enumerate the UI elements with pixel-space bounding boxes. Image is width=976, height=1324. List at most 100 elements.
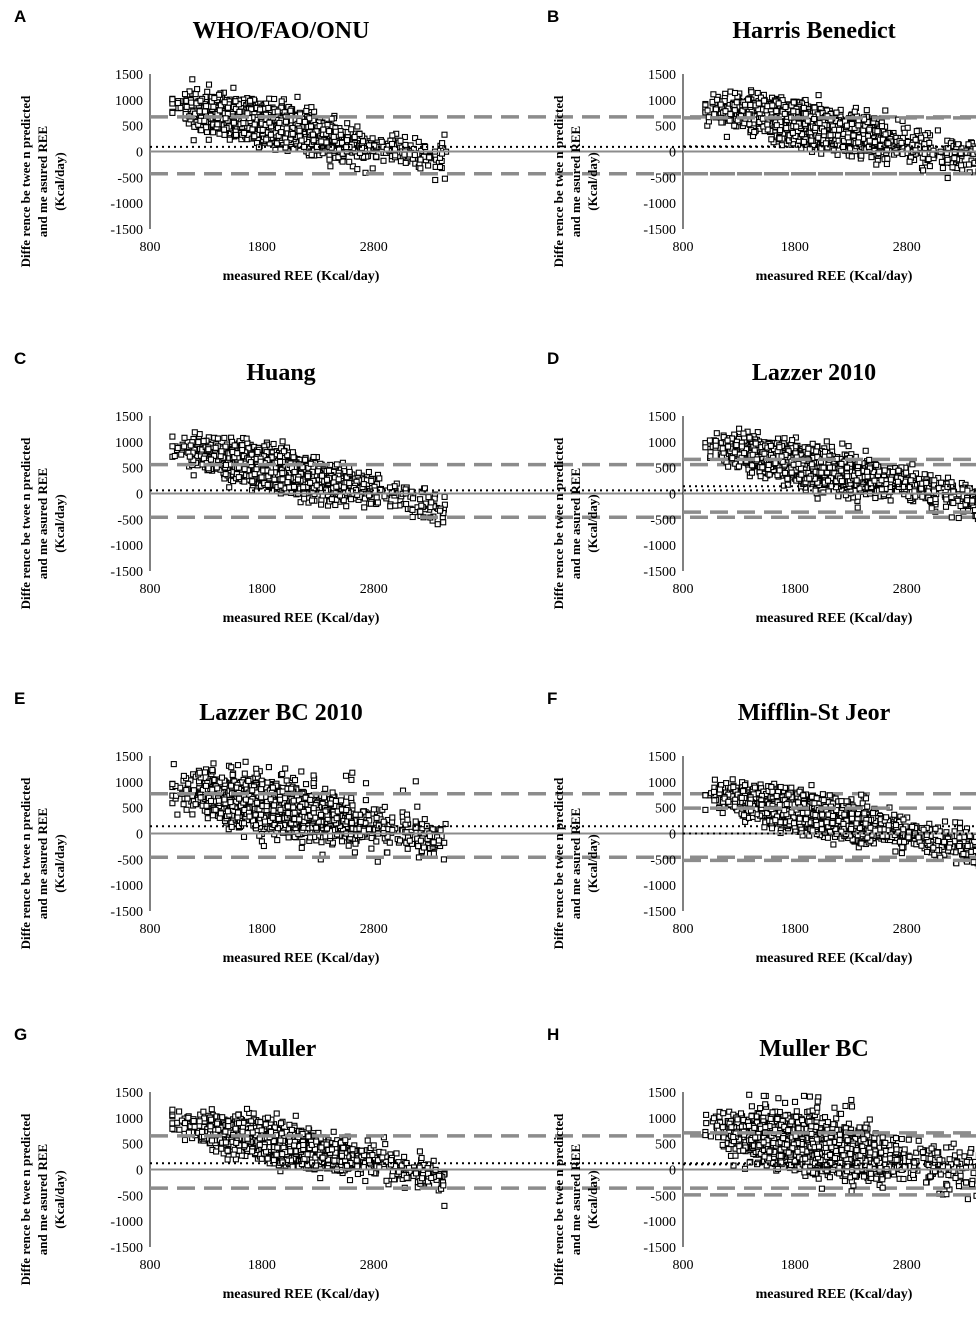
data-point	[389, 132, 396, 139]
data-point	[800, 138, 807, 145]
data-point	[303, 107, 310, 115]
data-point	[901, 129, 908, 136]
data-point	[836, 120, 844, 127]
x-tick-label: 2800	[893, 240, 921, 255]
data-point	[866, 126, 873, 133]
x-axis-label: measured REE (Kcal/day)	[756, 269, 913, 284]
data-point	[236, 108, 243, 115]
data-point	[221, 126, 228, 133]
data-point	[441, 131, 448, 138]
y-tick-label: 1500	[115, 410, 143, 425]
scatter-points	[169, 76, 450, 184]
data-point	[344, 120, 351, 127]
data-point	[196, 108, 203, 115]
y-axis-label: Diffe rence be twee n predicted and me as…	[551, 95, 600, 267]
data-point	[747, 101, 754, 109]
data-point	[241, 129, 248, 137]
data-point	[425, 162, 432, 169]
data-point	[777, 127, 784, 134]
y-axis-label-line: and me asured REE	[35, 468, 50, 579]
y-axis-label-line: (Kcal/day)	[52, 152, 67, 211]
data-point	[944, 174, 951, 182]
y-tick-label: 500	[655, 120, 676, 135]
data-point	[296, 127, 303, 134]
y-tick-label: 1000	[115, 94, 143, 109]
data-point	[868, 154, 875, 161]
data-point	[189, 76, 196, 83]
data-point	[202, 124, 210, 131]
data-point	[216, 107, 223, 114]
data-point	[793, 123, 800, 130]
data-point	[378, 138, 385, 145]
data-point	[351, 133, 358, 141]
data-point	[230, 84, 237, 91]
data-point	[938, 158, 945, 165]
data-point	[848, 153, 855, 160]
data-point	[283, 139, 290, 146]
data-point	[934, 127, 941, 134]
x-axis-label: measured REE (Kcal/day)	[223, 269, 380, 284]
x-tick-label: 1800	[781, 240, 809, 255]
data-point	[397, 137, 404, 144]
data-point	[309, 131, 317, 138]
x-tick-label: 2800	[360, 582, 388, 597]
x-tick-label: 800	[140, 240, 161, 255]
data-point	[426, 154, 433, 161]
data-point	[251, 121, 258, 128]
data-point	[710, 91, 717, 98]
data-point	[951, 155, 958, 162]
data-point	[918, 134, 925, 141]
data-point	[704, 107, 711, 114]
data-point	[441, 175, 448, 182]
y-axis-label-line: and me asured REE	[568, 126, 583, 237]
data-point	[359, 138, 367, 145]
data-point	[276, 119, 283, 126]
data-point	[776, 135, 783, 142]
data-point	[840, 143, 847, 151]
data-point	[882, 107, 889, 114]
data-point	[882, 131, 889, 138]
data-point	[402, 159, 409, 166]
data-point	[808, 137, 815, 144]
data-point	[211, 95, 218, 102]
data-point	[925, 156, 932, 163]
data-point	[406, 151, 413, 158]
data-point	[731, 122, 738, 129]
data-point	[259, 126, 266, 133]
y-tick-label: 1000	[648, 94, 676, 109]
data-point	[274, 108, 281, 115]
y-tick-label: -1000	[110, 197, 143, 212]
data-point	[183, 103, 190, 110]
data-point	[733, 99, 740, 106]
data-point	[205, 81, 213, 88]
y-axis-label-line: Diffe rence be twee n predicted	[18, 95, 33, 267]
data-point	[174, 99, 181, 107]
data-point	[926, 139, 933, 146]
data-point	[278, 98, 285, 105]
data-point	[904, 124, 911, 131]
data-point	[802, 110, 809, 117]
data-point	[811, 104, 818, 111]
data-point	[850, 132, 857, 139]
data-point	[815, 92, 822, 99]
data-point	[815, 134, 822, 141]
data-point	[789, 129, 796, 136]
data-point	[323, 139, 330, 146]
data-point	[201, 117, 208, 124]
data-point	[878, 123, 886, 130]
data-point	[745, 96, 752, 103]
data-point	[874, 128, 881, 135]
data-point	[898, 139, 905, 146]
data-point	[768, 136, 775, 143]
y-tick-label: 500	[122, 120, 143, 135]
data-point	[711, 111, 718, 118]
data-point	[731, 89, 739, 97]
x-tick-label: 800	[673, 240, 694, 255]
data-point	[266, 119, 273, 126]
data-point	[836, 126, 843, 133]
data-point	[436, 163, 444, 171]
data-point	[748, 89, 755, 96]
data-point	[790, 108, 797, 115]
data-point	[871, 139, 878, 146]
